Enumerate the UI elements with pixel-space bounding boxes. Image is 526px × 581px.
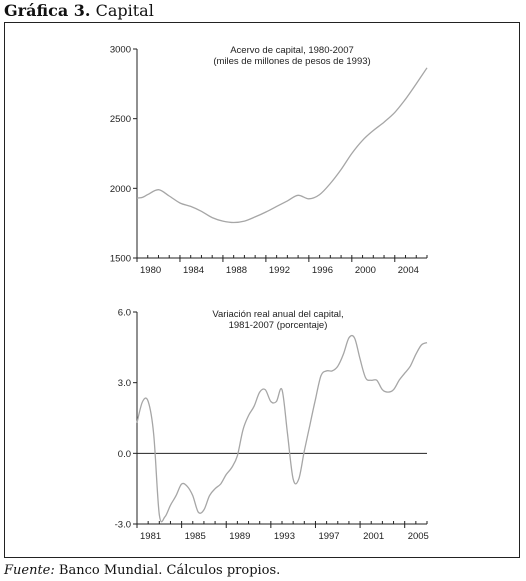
chart1-x-tick-label: 1996 bbox=[312, 265, 333, 276]
chart1-x-tick-label: 1988 bbox=[226, 265, 247, 276]
chart1-series-line bbox=[136, 67, 428, 224]
chart2-x-tick-label: 1997 bbox=[318, 531, 339, 542]
chart1-x-tick-label: 2000 bbox=[355, 265, 376, 276]
chart2-y-tick-label: -3.0 bbox=[115, 520, 131, 531]
chart1-y-tick-label: 2500 bbox=[110, 114, 131, 125]
chart1-x-tick-label: 1984 bbox=[183, 265, 204, 276]
chart2-subtitle: 1981-2007 (porcentaje) bbox=[229, 320, 328, 331]
chart2-title: Variación real anual del capital, bbox=[212, 309, 343, 320]
chart2-x-tick-label: 1985 bbox=[185, 531, 206, 542]
figure-title: Gráfica 3. Capital bbox=[4, 1, 154, 20]
chart1-x-tick-label: 1980 bbox=[140, 265, 161, 276]
chart2-x-tick-label: 1981 bbox=[140, 531, 161, 542]
source-text: Banco Mundial. Cálculos propios. bbox=[58, 563, 281, 578]
chart1-x-tick-label: 1992 bbox=[269, 265, 290, 276]
chart1-subtitle: (miles de millones de pesos de 1993) bbox=[213, 56, 370, 67]
figure-title-text: Capital bbox=[95, 1, 154, 20]
chart2-x-tick-label: 1989 bbox=[229, 531, 250, 542]
chart1-y-tick-label: 2000 bbox=[110, 184, 131, 195]
source-note: Fuente: Banco Mundial. Cálculos propios. bbox=[4, 563, 280, 578]
chart2-series-line bbox=[136, 334, 428, 523]
chart2-x-tick-label: 2001 bbox=[363, 531, 384, 542]
chart2-y-tick-label: 0.0 bbox=[118, 449, 131, 460]
chart1-y-tick-label: 1500 bbox=[110, 254, 131, 265]
figure-label: Gráfica 3. bbox=[4, 1, 91, 20]
source-label: Fuente: bbox=[4, 563, 55, 578]
chart2-x-tick-label: 1993 bbox=[274, 531, 295, 542]
chart1-y-tick-label: 3000 bbox=[110, 45, 131, 56]
chart-frame bbox=[4, 22, 520, 558]
chart2-x-tick-label: 2005 bbox=[408, 531, 429, 542]
chart2-y-tick-label: 6.0 bbox=[118, 308, 131, 319]
chart1-x-tick-label: 2004 bbox=[398, 265, 419, 276]
chart1-title: Acervo de capital, 1980-2007 bbox=[230, 45, 354, 56]
chart2-y-tick-label: 3.0 bbox=[118, 378, 131, 389]
